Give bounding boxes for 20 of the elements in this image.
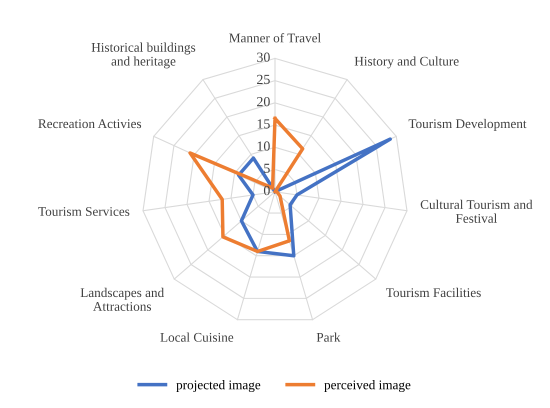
spoke-label: Manner of Travel <box>229 32 321 42</box>
spoke-label: Park <box>316 332 341 342</box>
spoke-label: Landscapes and Attractions <box>80 288 164 311</box>
spoke-label: Historical buildings and heritage <box>92 42 196 68</box>
y-tick-label: 30 <box>257 52 270 62</box>
y-tick-label: 10 <box>258 141 270 151</box>
legend-label: projected image <box>176 380 260 392</box>
y-tick-label: 25 <box>257 74 270 84</box>
y-tick-label: 5 <box>264 164 270 174</box>
spoke-label: Cultural Tourism and Festival <box>420 200 532 223</box>
y-tick-label: 20 <box>257 96 270 106</box>
y-tick-label: 15 <box>258 119 270 129</box>
y-tick-label: 0 <box>264 186 270 196</box>
spoke-label: Tourism Development <box>408 118 527 131</box>
spoke-label: Recreation Activies <box>38 119 142 128</box>
spoke-label: Tourism Facilities <box>386 288 481 298</box>
legend-label: perceived image <box>324 380 410 392</box>
spoke-label: History and Culture <box>354 56 459 68</box>
spoke-label: Local Cuisine <box>160 332 234 342</box>
spoke-label: Tourism Services <box>38 207 130 216</box>
